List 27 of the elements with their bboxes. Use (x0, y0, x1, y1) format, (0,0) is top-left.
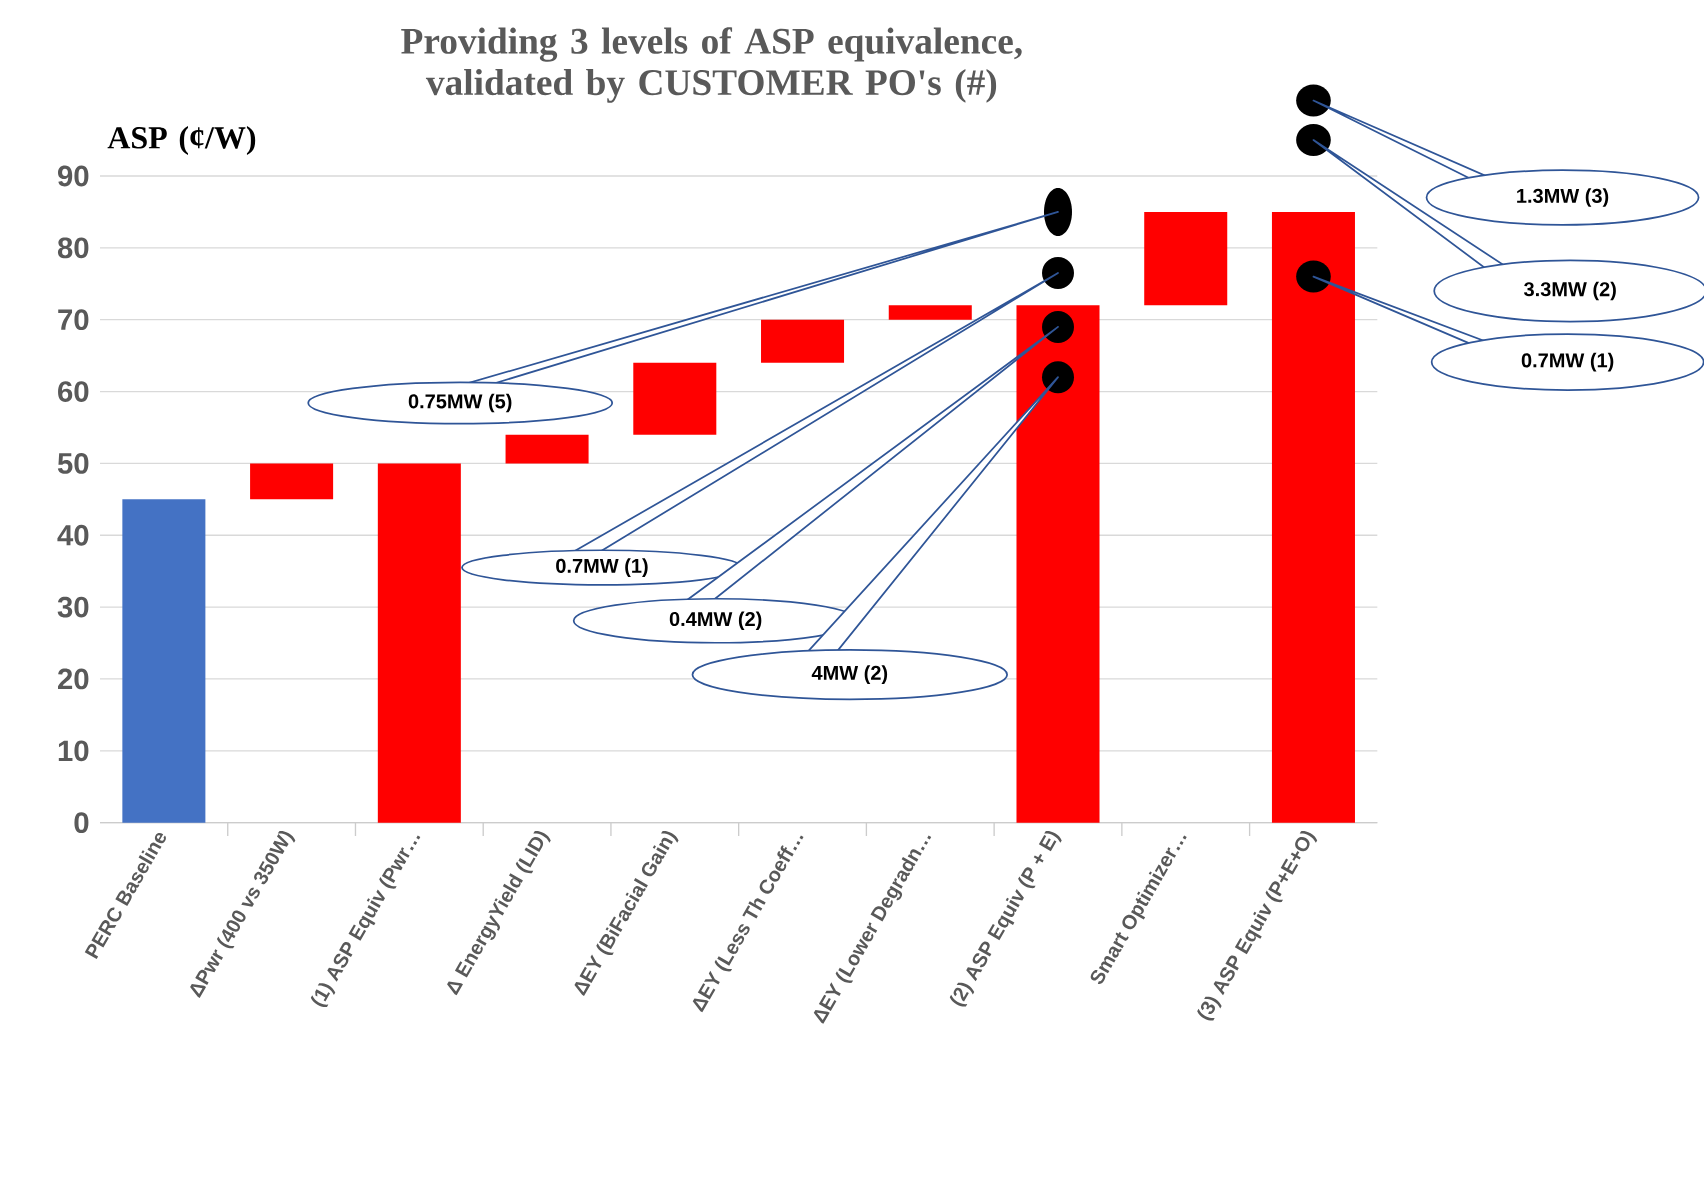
y-tick-label: 90 (58, 165, 89, 187)
y-tick-label: 40 (57, 524, 89, 546)
text: 1.3MW (3) (1517, 188, 1609, 207)
bar (122, 499, 206, 823)
bar (377, 463, 461, 823)
text: 0.7MW (1) (1521, 352, 1614, 372)
y-tick-label: 60 (58, 381, 89, 402)
y-tick-label: 10 (58, 740, 89, 762)
bar (888, 305, 972, 320)
bar (250, 463, 334, 500)
text: 3.3MW (2) (1524, 281, 1616, 301)
annotation: 4MW (2) (811, 665, 888, 684)
y-tick-label: 30 (57, 596, 89, 618)
annotation: 0.7MW (1) (556, 558, 648, 577)
chart-title: Providing 3 levels of ASP equivalence, validated by CUSTOMER PO's (#) (401, 27, 1022, 103)
annotation: 0.4MW (2) (669, 611, 762, 631)
bar (1144, 211, 1228, 306)
annotation: 0.75MW (5) (408, 393, 512, 413)
y-tick-label: 80 (57, 237, 89, 259)
y-tick-label: 20 (58, 668, 89, 690)
y-axis-title: ASP (¢/W) (107, 126, 256, 156)
bar (761, 319, 845, 363)
y-tick-label: 70 (58, 309, 89, 331)
bar (633, 362, 717, 435)
bar (505, 434, 589, 464)
y-tick-label: 50 (57, 453, 89, 474)
y-tick-label: 0 (74, 812, 89, 834)
